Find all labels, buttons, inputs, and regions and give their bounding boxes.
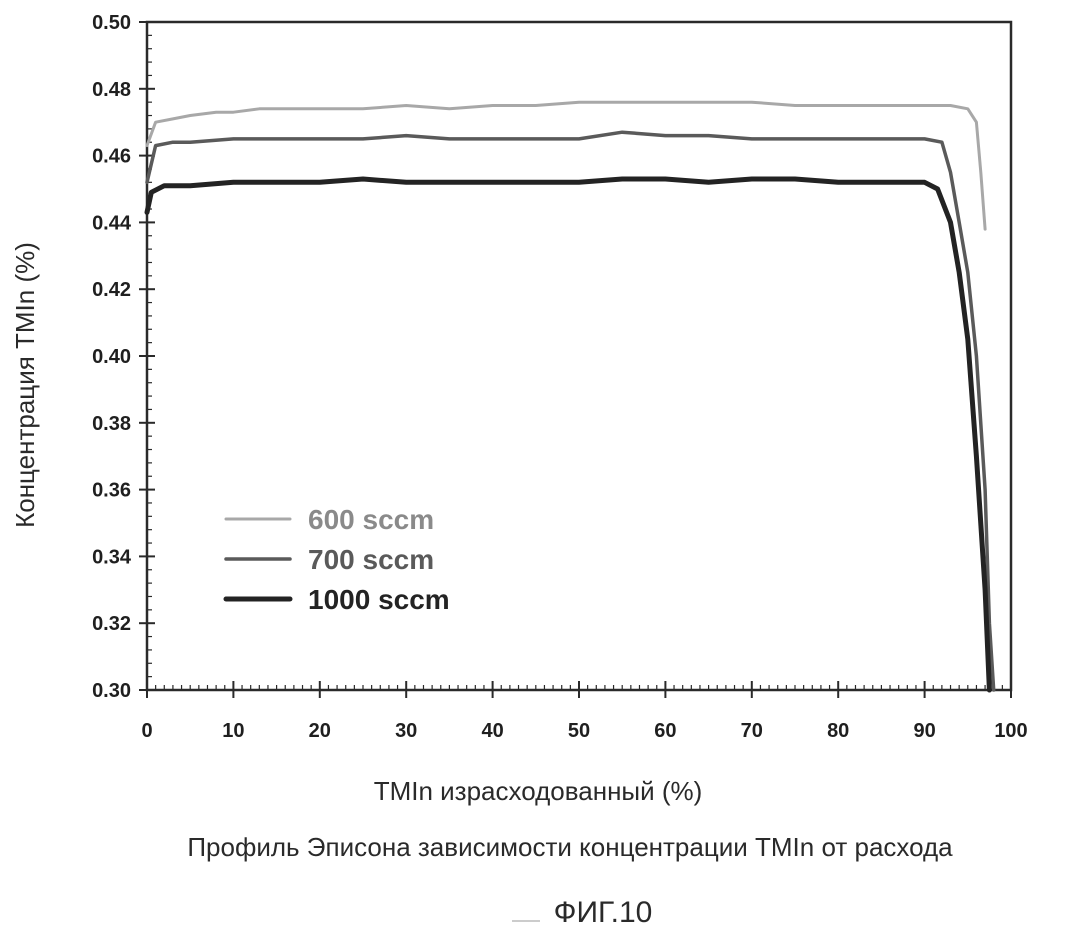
x-tick-label: 20 [309, 720, 331, 742]
figure-label: ФИГ.10 [554, 896, 653, 929]
y-tick-label: 0.38 [92, 413, 131, 435]
y-axis-title: Концентрация TMIn (%) [10, 242, 40, 528]
x-axis-title: TMIn израсходованный (%) [374, 776, 703, 806]
minor-ticks [147, 22, 1011, 690]
y-tick-label: 0.30 [92, 680, 131, 702]
y-tick-label: 0.32 [92, 613, 131, 635]
x-tick-label: 40 [481, 720, 503, 742]
series-group [147, 102, 994, 690]
plot-area-frame [147, 22, 1011, 690]
legend-label: 700 sccm [308, 544, 434, 575]
x-tick-label: 70 [741, 720, 763, 742]
x-tick-label: 30 [395, 720, 417, 742]
y-tick-label: 0.40 [92, 346, 131, 368]
y-tick-label: 0.34 [92, 546, 132, 568]
y-tick-label: 0.48 [92, 79, 131, 101]
series-line-2 [147, 132, 994, 690]
x-tick-label: 0 [141, 720, 152, 742]
x-tick-label: 50 [568, 720, 590, 742]
x-tick-label: 100 [994, 720, 1027, 742]
x-tick-label: 10 [222, 720, 244, 742]
figure-caption: Профиль Эписона зависимости концентрации… [187, 832, 953, 862]
y-tick-label: 0.50 [92, 12, 131, 34]
y-axis-ticks: 0.30 0.32 0.34 0.36 0.38 0.40 0.42 0.44 0.46 0.48… [92, 12, 155, 702]
x-tick-label: 90 [913, 720, 935, 742]
legend: 600 sccm 700 sccm 1000 sccm [226, 504, 450, 615]
y-tick-label: 0.36 [92, 480, 131, 502]
y-tick-label: 0.46 [92, 146, 131, 168]
x-tick-label: 60 [654, 720, 676, 742]
y-tick-label: 0.44 [92, 212, 132, 234]
legend-label: 1000 sccm [308, 584, 450, 615]
y-tick-label: 0.42 [92, 279, 131, 301]
x-tick-label: 80 [827, 720, 849, 742]
series-line-1 [147, 102, 985, 229]
legend-label: 600 sccm [308, 504, 434, 535]
series-line-3 [147, 179, 989, 690]
